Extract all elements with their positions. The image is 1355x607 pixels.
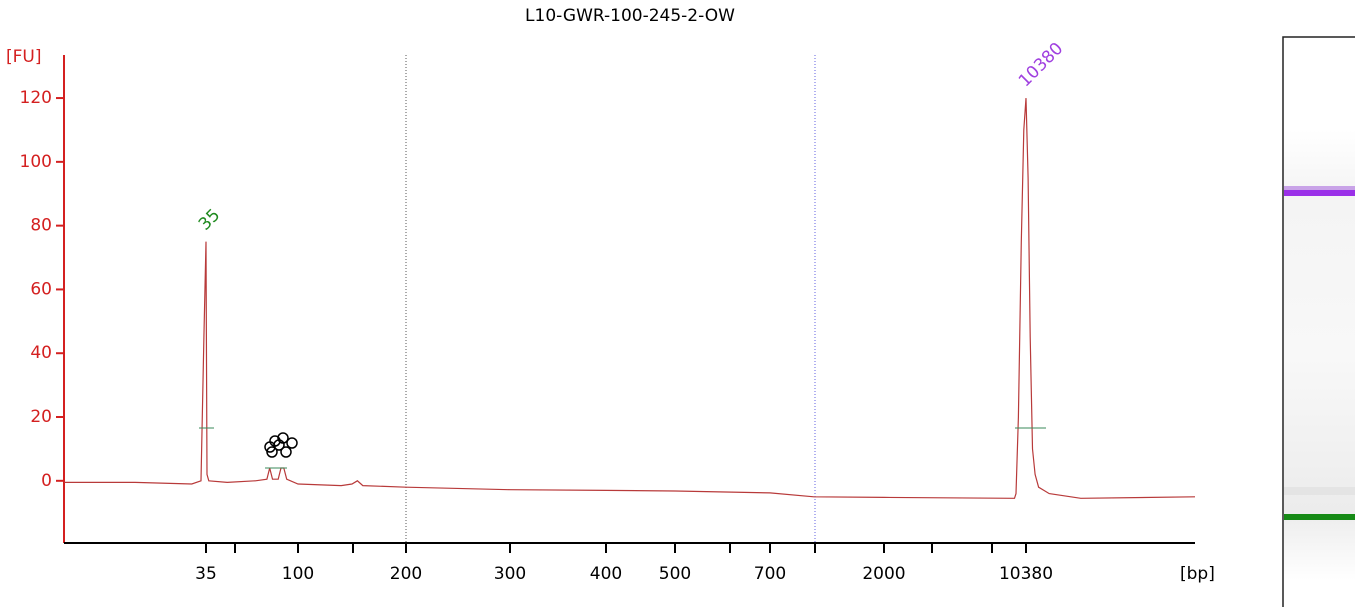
gel-band-glow [1284,186,1355,190]
peak-symbol [280,446,292,458]
y-tick-label: 20 [30,407,52,427]
y-tick-label: 100 [20,152,52,172]
x-tick-label: 700 [754,564,786,584]
peak-symbol [266,446,278,458]
chart-title: L10-GWR-100-245-2-OW [525,6,735,26]
y-tick-label: 120 [20,88,52,108]
y-tick-label: 0 [41,471,52,491]
x-tick-label: 400 [590,564,622,584]
x-tick-label: 200 [390,564,422,584]
x-tick-label: 300 [494,564,526,584]
gel-band [1284,514,1355,520]
peak-label: 10380 [1015,39,1067,91]
y-tick-label: 60 [30,279,52,299]
gel-band [1284,190,1355,196]
gel-lane [1284,130,1355,580]
peak-label: 35 [195,205,224,234]
x-tick-label: 100 [282,564,314,584]
y-tick-label: 80 [30,216,52,236]
y-axis-label: [FU] [6,47,42,67]
x-axis-label: [bp] [1180,564,1215,584]
x-tick-label: 35 [195,564,217,584]
peak-symbol [286,437,298,449]
peak-symbol [277,432,289,444]
gel-shade [1284,487,1355,495]
peak-symbol [264,441,276,453]
x-tick-label: 10380 [999,564,1053,584]
trace [64,98,1196,499]
x-tick-label: 2000 [862,564,905,584]
y-tick-label: 40 [30,343,52,363]
x-tick-label: 500 [659,564,691,584]
